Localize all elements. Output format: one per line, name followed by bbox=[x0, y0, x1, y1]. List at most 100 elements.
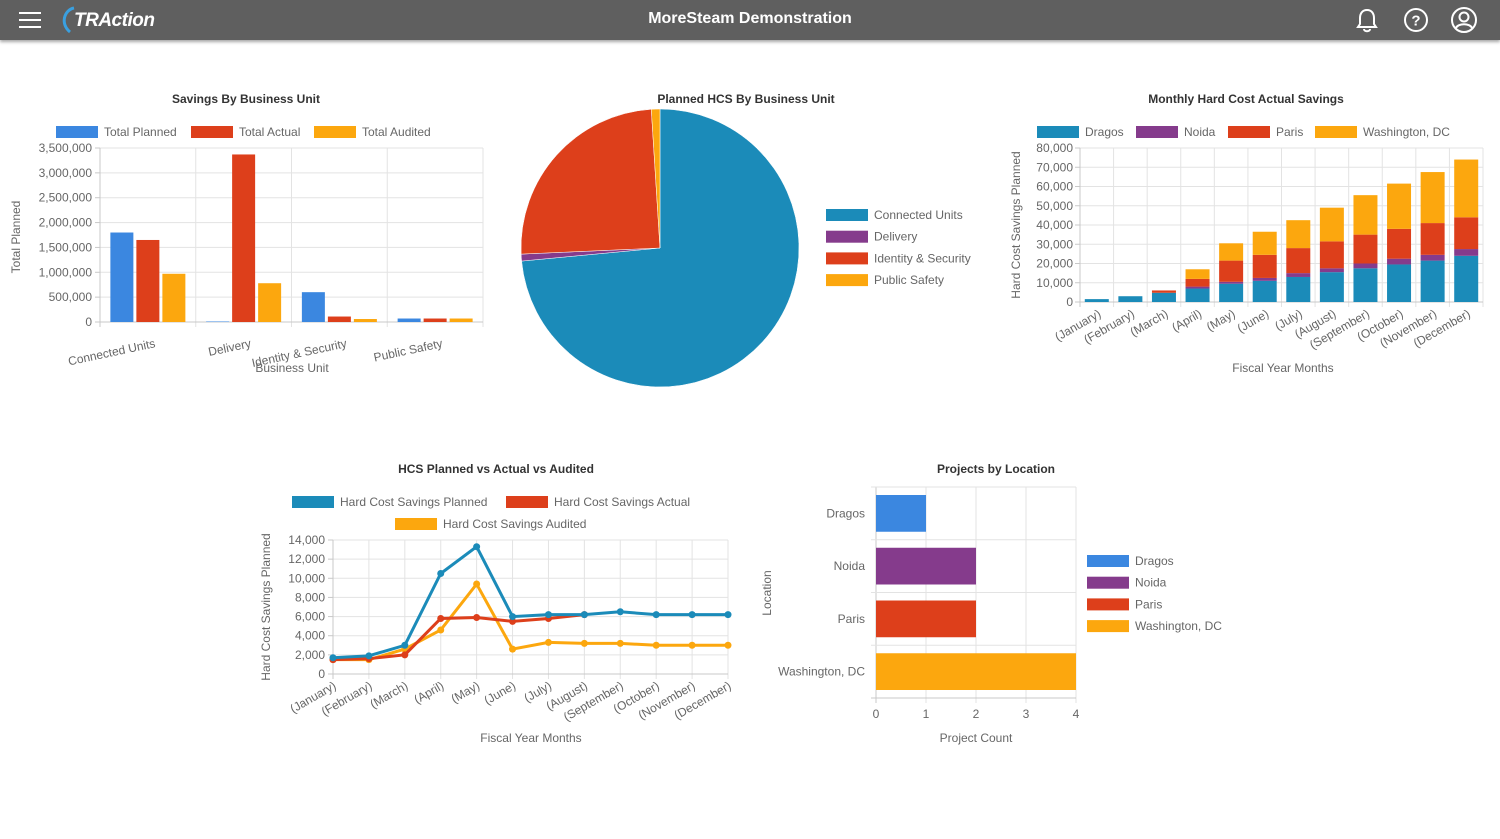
x-tick-label: 0 bbox=[873, 707, 880, 721]
hcs-planned-vs-actual-chart: HCS Planned vs Actual vs Audited Hard Cos… bbox=[259, 462, 734, 745]
bar-noida-july bbox=[1286, 273, 1311, 277]
legend-swatch-hard-cost-savings-actual bbox=[506, 496, 548, 508]
point-hard-cost-savings-planned bbox=[437, 570, 445, 577]
point-hard-cost-savings-planned bbox=[365, 652, 373, 660]
bar-total-actual-public-safety bbox=[423, 318, 447, 322]
bar-washington-dc-september bbox=[1353, 195, 1378, 235]
projects-by-location-chart: Projects by Location 0 1 2 3 4 Dragos Dragos Noi… bbox=[760, 462, 1222, 745]
top-bar: TRAction MoreSteam Demonstration ? bbox=[0, 0, 1500, 40]
bar-washington-dc-october bbox=[1387, 183, 1412, 229]
bar-noida-june bbox=[1252, 277, 1277, 281]
bar-dragos-july bbox=[1286, 276, 1311, 302]
legend-swatch-washington-dc bbox=[1315, 126, 1357, 138]
x-tick-label: 4 bbox=[1073, 707, 1080, 721]
legend-label-paris: Paris bbox=[1276, 125, 1303, 139]
bar-paris-october bbox=[1387, 228, 1412, 259]
bar-dragos-may bbox=[1219, 283, 1244, 302]
bar-noida-october bbox=[1387, 258, 1412, 265]
chart-title: Planned HCS By Business Unit bbox=[657, 92, 834, 106]
bar-dragos-december bbox=[1454, 255, 1479, 302]
x-tick-label: (May) bbox=[449, 678, 483, 705]
bar-total-planned-connected-units bbox=[110, 232, 134, 322]
bar-total-planned-public-safety bbox=[397, 318, 421, 322]
pie-slice-identity-security bbox=[520, 109, 661, 255]
bar-washington-dc-may bbox=[1219, 243, 1244, 261]
y-tick-label: 30,000 bbox=[1036, 237, 1073, 251]
bar-paris-august bbox=[1319, 241, 1344, 269]
bell-icon[interactable] bbox=[1353, 6, 1381, 34]
y-tick-label: 10,000 bbox=[288, 571, 325, 585]
legend-swatch-total-actual bbox=[191, 126, 233, 138]
x-tick-label: 1 bbox=[923, 707, 930, 721]
y-tick-label: 20,000 bbox=[1036, 257, 1073, 271]
bar-dragos-november bbox=[1420, 260, 1445, 302]
legend-swatch-total-planned bbox=[56, 126, 98, 138]
x-tick-label: (March) bbox=[1128, 306, 1171, 339]
y-tick-label: 8,000 bbox=[295, 590, 325, 604]
x-axis-label: Fiscal Year Months bbox=[480, 731, 581, 745]
y-tick-label: 10,000 bbox=[1036, 276, 1073, 290]
bar-noida-december bbox=[1454, 249, 1479, 256]
bar-washington-dc bbox=[876, 653, 1076, 690]
legend-label-total-audited: Total Audited bbox=[362, 125, 431, 139]
monthly-hard-cost-actual-savings-chart: Monthly Hard Cost Actual Savings Dragos No… bbox=[1009, 92, 1484, 375]
bar-paris bbox=[876, 600, 976, 638]
point-hard-cost-savings-audited bbox=[616, 639, 624, 647]
x-tick-label: 2 bbox=[973, 707, 980, 721]
y-tick-label: 2,000,000 bbox=[39, 216, 93, 230]
point-hard-cost-savings-actual bbox=[437, 614, 445, 622]
y-tick-label: 50,000 bbox=[1036, 199, 1073, 213]
point-hard-cost-savings-planned bbox=[401, 641, 409, 649]
bar-total-audited-identity-security bbox=[353, 319, 377, 322]
legend-swatch-dragos bbox=[1037, 126, 1079, 138]
bar-washington-dc-july bbox=[1286, 220, 1311, 249]
legend-label-dragos: Dragos bbox=[1135, 554, 1174, 568]
x-tick-label: (March) bbox=[368, 678, 411, 711]
chart-title: Savings By Business Unit bbox=[172, 92, 320, 106]
bar-noida-may bbox=[1219, 281, 1244, 284]
bar-total-actual-delivery bbox=[232, 154, 256, 322]
point-hard-cost-savings-audited bbox=[473, 580, 481, 588]
bar-total-audited-connected-units bbox=[162, 273, 186, 322]
menu-icon[interactable] bbox=[18, 9, 42, 31]
point-hard-cost-savings-planned bbox=[509, 613, 517, 621]
y-tick-label: 3,500,000 bbox=[39, 141, 93, 155]
y-tick-label: 14,000 bbox=[288, 533, 325, 547]
bar-dragos-august bbox=[1319, 272, 1344, 302]
planned-hcs-pie-chart: Planned HCS By Business Unit Connected Un… bbox=[520, 92, 971, 388]
x-tick-label: 3 bbox=[1023, 707, 1030, 721]
bar-noida bbox=[876, 547, 976, 585]
help-icon[interactable]: ? bbox=[1402, 6, 1430, 34]
chart-title: Projects by Location bbox=[937, 462, 1055, 476]
legend-label-public-safety: Public Safety bbox=[874, 273, 944, 287]
point-hard-cost-savings-audited bbox=[580, 639, 588, 647]
y-tick-label: 0 bbox=[1066, 295, 1073, 309]
legend-swatch-hard-cost-savings-audited bbox=[395, 518, 437, 530]
point-hard-cost-savings-actual bbox=[401, 651, 409, 659]
legend-label-delivery: Delivery bbox=[874, 230, 917, 244]
svg-text:?: ? bbox=[1411, 13, 1420, 30]
legend-swatch-delivery bbox=[826, 230, 868, 243]
bar-noida-april bbox=[1185, 286, 1210, 289]
legend-swatch-paris bbox=[1228, 126, 1270, 138]
legend-label-total-planned: Total Planned bbox=[104, 125, 177, 139]
legend-swatch-noida bbox=[1136, 126, 1178, 138]
point-hard-cost-savings-planned bbox=[688, 611, 696, 619]
legend-label-paris: Paris bbox=[1135, 597, 1162, 611]
legend-swatch-total-audited bbox=[314, 126, 356, 138]
point-hard-cost-savings-planned bbox=[616, 608, 624, 616]
point-hard-cost-savings-planned bbox=[473, 543, 481, 551]
legend-label-noida: Noida bbox=[1184, 125, 1216, 139]
chart-title: HCS Planned vs Actual vs Audited bbox=[398, 462, 594, 476]
bar-paris-december bbox=[1454, 217, 1479, 250]
point-hard-cost-savings-actual bbox=[509, 617, 517, 625]
logo[interactable]: TRAction bbox=[60, 4, 170, 36]
bar-noida-september bbox=[1353, 263, 1378, 269]
y-tick-label: Noida bbox=[834, 559, 866, 573]
user-icon[interactable] bbox=[1450, 6, 1478, 34]
bar-paris-november bbox=[1420, 223, 1445, 255]
point-hard-cost-savings-audited bbox=[652, 641, 660, 649]
legend-label-total-actual: Total Actual bbox=[239, 125, 300, 139]
bar-paris-april bbox=[1185, 278, 1210, 287]
y-tick-label: 70,000 bbox=[1036, 160, 1073, 174]
